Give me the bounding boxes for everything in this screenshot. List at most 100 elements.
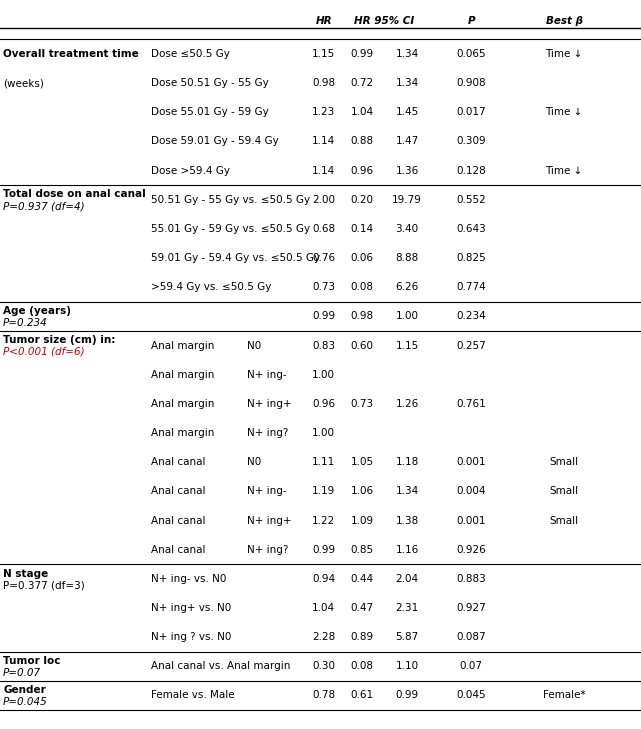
Text: 0.98: 0.98 — [312, 78, 335, 88]
Text: 0.96: 0.96 — [351, 165, 374, 176]
Text: 0.96: 0.96 — [312, 399, 335, 409]
Text: N+ ing+ vs. N0: N+ ing+ vs. N0 — [151, 603, 231, 613]
Text: Time ↓: Time ↓ — [545, 165, 583, 176]
Text: P: P — [467, 15, 475, 26]
Text: P=0.045: P=0.045 — [3, 697, 48, 707]
Text: 0.14: 0.14 — [351, 224, 374, 234]
Text: Anal canal: Anal canal — [151, 545, 205, 555]
Text: 0.234: 0.234 — [456, 311, 486, 321]
Text: 0.98: 0.98 — [351, 311, 374, 321]
Text: Tumor loc: Tumor loc — [3, 656, 61, 666]
Text: Anal margin: Anal margin — [151, 340, 214, 351]
Text: Small: Small — [549, 457, 579, 467]
Text: 0.73: 0.73 — [351, 399, 374, 409]
Text: Small: Small — [549, 486, 579, 496]
Text: P<0.001 (df=6): P<0.001 (df=6) — [3, 347, 85, 357]
Text: 0.78: 0.78 — [312, 690, 335, 701]
Text: 0.883: 0.883 — [456, 574, 486, 584]
Text: 1.34: 1.34 — [395, 486, 419, 496]
Text: 0.309: 0.309 — [456, 136, 486, 147]
Text: P=0.377 (df=3): P=0.377 (df=3) — [3, 580, 85, 590]
Text: 0.94: 0.94 — [312, 574, 335, 584]
Text: Dose 55.01 Gy - 59 Gy: Dose 55.01 Gy - 59 Gy — [151, 107, 269, 117]
Text: 0.643: 0.643 — [456, 224, 486, 234]
Text: 1.36: 1.36 — [395, 165, 419, 176]
Text: Anal canal: Anal canal — [151, 515, 205, 526]
Text: Tumor size (cm) in:: Tumor size (cm) in: — [3, 335, 115, 346]
Text: 1.15: 1.15 — [395, 340, 419, 351]
Text: 0.99: 0.99 — [312, 545, 335, 555]
Text: 0.44: 0.44 — [351, 574, 374, 584]
Text: 0.72: 0.72 — [351, 78, 374, 88]
Text: 0.47: 0.47 — [351, 603, 374, 613]
Text: 0.257: 0.257 — [456, 340, 486, 351]
Text: 50.51 Gy - 55 Gy vs. ≤50.5 Gy: 50.51 Gy - 55 Gy vs. ≤50.5 Gy — [151, 195, 310, 205]
Text: 0.99: 0.99 — [312, 311, 335, 321]
Text: HR: HR — [315, 15, 332, 26]
Text: Dose 50.51 Gy - 55 Gy: Dose 50.51 Gy - 55 Gy — [151, 78, 269, 88]
Text: Anal margin: Anal margin — [151, 399, 214, 409]
Text: 0.825: 0.825 — [456, 253, 486, 263]
Text: 0.85: 0.85 — [351, 545, 374, 555]
Text: 0.60: 0.60 — [351, 340, 374, 351]
Text: 0.88: 0.88 — [351, 136, 374, 147]
Text: 2.28: 2.28 — [312, 632, 335, 642]
Text: N+ ing+: N+ ing+ — [247, 515, 291, 526]
Text: 0.087: 0.087 — [456, 632, 486, 642]
Text: 0.89: 0.89 — [351, 632, 374, 642]
Text: 0.83: 0.83 — [312, 340, 335, 351]
Text: 1.05: 1.05 — [351, 457, 374, 467]
Text: Age (years): Age (years) — [3, 306, 71, 316]
Text: 0.045: 0.045 — [456, 690, 486, 701]
Text: 0.73: 0.73 — [312, 282, 335, 292]
Text: Female*: Female* — [543, 690, 585, 701]
Text: N+ ing?: N+ ing? — [247, 428, 288, 438]
Text: 0.06: 0.06 — [351, 253, 374, 263]
Text: 0.927: 0.927 — [456, 603, 486, 613]
Text: 19.79: 19.79 — [392, 195, 422, 205]
Text: 1.00: 1.00 — [312, 428, 335, 438]
Text: 1.34: 1.34 — [395, 49, 419, 59]
Text: 0.761: 0.761 — [456, 399, 486, 409]
Text: 1.04: 1.04 — [351, 107, 374, 117]
Text: 1.45: 1.45 — [395, 107, 419, 117]
Text: 0.20: 0.20 — [351, 195, 374, 205]
Text: 0.99: 0.99 — [395, 690, 419, 701]
Text: 3.40: 3.40 — [395, 224, 419, 234]
Text: 1.04: 1.04 — [312, 603, 335, 613]
Text: 0.004: 0.004 — [456, 486, 486, 496]
Text: Small: Small — [549, 515, 579, 526]
Text: 0.99: 0.99 — [351, 49, 374, 59]
Text: 1.18: 1.18 — [395, 457, 419, 467]
Text: Anal canal vs. Anal margin: Anal canal vs. Anal margin — [151, 661, 290, 671]
Text: 1.16: 1.16 — [395, 545, 419, 555]
Text: N0: N0 — [247, 340, 261, 351]
Text: Anal margin: Anal margin — [151, 370, 214, 380]
Text: 1.19: 1.19 — [312, 486, 335, 496]
Text: 2.00: 2.00 — [312, 195, 335, 205]
Text: Anal canal: Anal canal — [151, 486, 205, 496]
Text: 1.09: 1.09 — [351, 515, 374, 526]
Text: P=0.07: P=0.07 — [3, 668, 41, 678]
Text: Best β: Best β — [545, 15, 583, 26]
Text: N0: N0 — [247, 457, 261, 467]
Text: 1.22: 1.22 — [312, 515, 335, 526]
Text: 0.08: 0.08 — [351, 661, 374, 671]
Text: >59.4 Gy vs. ≤50.5 Gy: >59.4 Gy vs. ≤50.5 Gy — [151, 282, 271, 292]
Text: N+ ing-: N+ ing- — [247, 486, 287, 496]
Text: N stage: N stage — [3, 569, 49, 579]
Text: 0.017: 0.017 — [456, 107, 486, 117]
Text: 1.34: 1.34 — [395, 78, 419, 88]
Text: 0.08: 0.08 — [351, 282, 374, 292]
Text: N+ ing- vs. N0: N+ ing- vs. N0 — [151, 574, 226, 584]
Text: 2.31: 2.31 — [395, 603, 419, 613]
Text: N+ ing+: N+ ing+ — [247, 399, 291, 409]
Text: 1.23: 1.23 — [312, 107, 335, 117]
Text: 1.14: 1.14 — [312, 136, 335, 147]
Text: 1.06: 1.06 — [351, 486, 374, 496]
Text: N+ ing?: N+ ing? — [247, 545, 288, 555]
Text: 1.47: 1.47 — [395, 136, 419, 147]
Text: 0.908: 0.908 — [456, 78, 486, 88]
Text: 0.128: 0.128 — [456, 165, 486, 176]
Text: 5.87: 5.87 — [395, 632, 419, 642]
